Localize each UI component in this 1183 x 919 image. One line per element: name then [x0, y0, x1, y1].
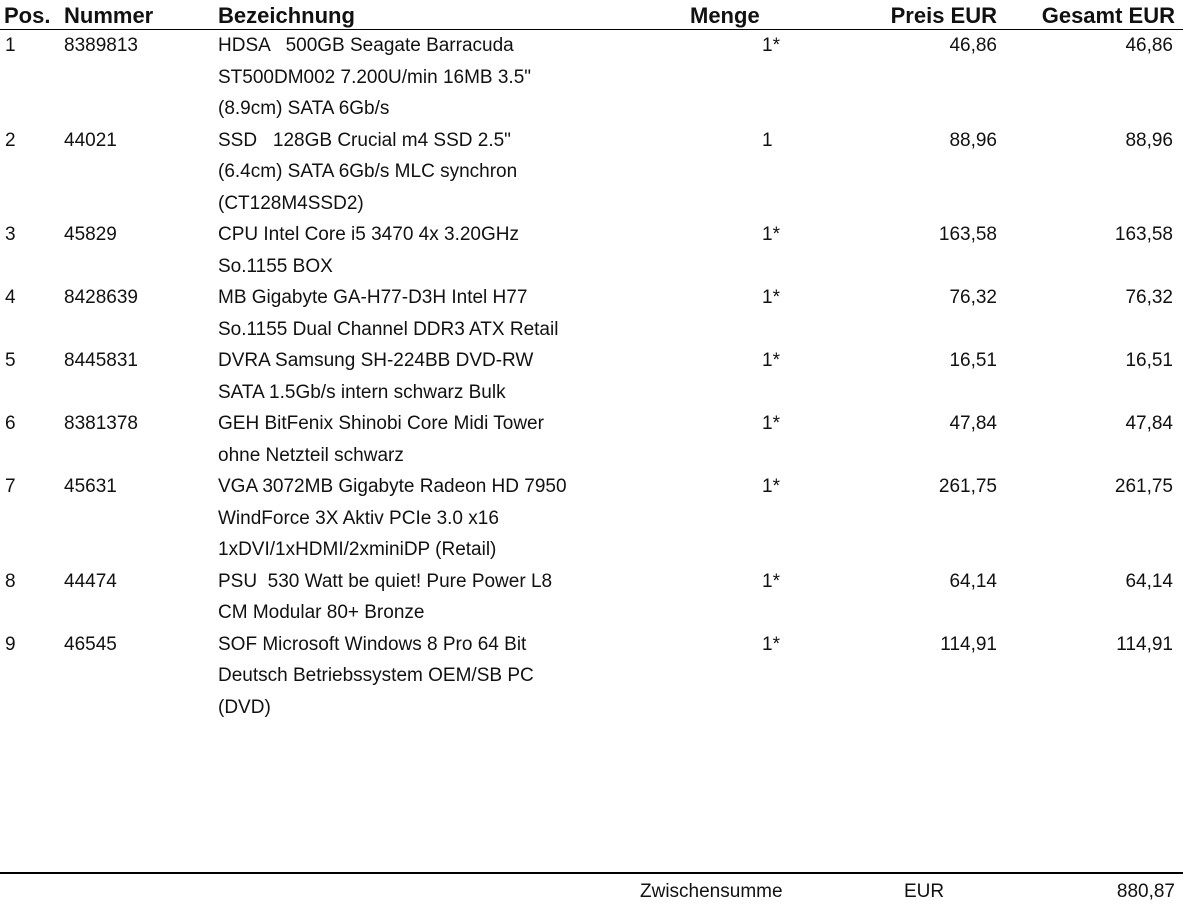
row-pos: 9: [5, 633, 16, 655]
row-bezeichnung: CPU Intel Core i5 3470 4x 3.20GHz So.1155…: [218, 219, 638, 282]
row-bezeichnung-line: So.1155 Dual Channel DDR3 ATX Retail: [218, 318, 559, 340]
row-bezeichnung-line: DVRA Samsung SH-224BB DVD-RW: [218, 350, 534, 371]
row-gesamt: 16,51: [1125, 350, 1173, 371]
row-pos: 8: [5, 570, 16, 592]
row-bezeichnung-line: ST500DM002 7.200U/min 16MB 3.5": [218, 66, 532, 88]
row-gesamt: 114,91: [1116, 633, 1173, 655]
row-nummer: 8389813: [64, 35, 138, 56]
row-menge: 1*: [762, 35, 780, 56]
header-bezeichnung: Bezeichnung: [218, 3, 355, 28]
row-pos: 7: [5, 476, 16, 497]
row-menge: 1*: [762, 413, 780, 434]
row-nummer: 8428639: [64, 287, 138, 308]
table-row: 3 45829 1* 163,58 163,58 CPU Intel Core i5 34…: [0, 219, 1183, 282]
row-nummer: 44021: [64, 129, 117, 151]
row-gesamt: 88,96: [1125, 129, 1173, 151]
row-pos: 4: [5, 287, 16, 308]
row-pos: 3: [5, 224, 16, 245]
line-items: 1 8389813 1* 46,86 46,86 HDSA 500GB Seagate B…: [0, 30, 1183, 723]
row-bezeichnung: HDSA 500GB Seagate Barracuda ST500DM002 7…: [218, 30, 638, 125]
row-bezeichnung-line: CM Modular 80+ Bronze: [218, 602, 425, 623]
row-nummer: 44474: [64, 570, 117, 592]
row-menge: 1*: [762, 476, 780, 497]
row-bezeichnung-line: ohne Netzteil schwarz: [218, 444, 404, 466]
row-bezeichnung: GEH BitFenix Shinobi Core Midi Tower ohne…: [218, 408, 638, 471]
row-pos: 6: [5, 413, 16, 434]
row-bezeichnung-line: (DVD): [218, 696, 271, 718]
row-menge: 1*: [762, 224, 780, 245]
row-nummer: 8381378: [64, 413, 138, 434]
row-gesamt: 47,84: [1125, 413, 1173, 434]
row-nummer: 45829: [64, 224, 117, 245]
row-bezeichnung-line: WindForce 3X Aktiv PCIe 3.0 x16: [218, 507, 499, 529]
row-menge: 1*: [762, 350, 780, 371]
row-bezeichnung-line: Deutsch Betriebssystem OEM/SB PC: [218, 665, 534, 686]
row-bezeichnung-line: VGA 3072MB Gigabyte Radeon HD 7950: [218, 476, 567, 497]
row-bezeichnung-line: HDSA 500GB Seagate Barracuda: [218, 35, 514, 56]
row-menge: 1*: [762, 570, 780, 592]
table-row: 9 46545 1* 114,91 114,91 SOF Microsoft Window…: [0, 629, 1183, 724]
row-bezeichnung: SSD 128GB Crucial m4 SSD 2.5" (6.4cm) SAT…: [218, 125, 638, 220]
row-bezeichnung: SOF Microsoft Windows 8 Pro 64 Bit Deutsc…: [218, 629, 638, 724]
header-menge: Menge: [690, 3, 760, 28]
subtotal-currency: EUR: [904, 881, 945, 902]
row-preis: 163,58: [938, 224, 997, 245]
row-bezeichnung-line: (6.4cm) SATA 6Gb/s MLC synchron: [218, 161, 518, 182]
table-row: 4 8428639 1* 76,32 76,32 MB Gigabyte GA-H77-D…: [0, 282, 1183, 345]
row-gesamt: 76,32: [1125, 287, 1173, 308]
row-bezeichnung-line: 1xDVI/1xHDMI/2xminiDP (Retail): [218, 539, 497, 560]
row-bezeichnung-line: (CT128M4SSD2): [218, 192, 364, 214]
row-menge: 1*: [762, 633, 780, 655]
row-bezeichnung-line: MB Gigabyte GA-H77-D3H Intel H77: [218, 287, 528, 308]
row-bezeichnung-line: SSD 128GB Crucial m4 SSD 2.5": [218, 129, 511, 151]
row-bezeichnung-line: SOF Microsoft Windows 8 Pro 64 Bit: [218, 633, 527, 655]
table-row: 1 8389813 1* 46,86 46,86 HDSA 500GB Seagate B…: [0, 30, 1183, 125]
row-pos: 1: [5, 35, 16, 56]
row-nummer: 46545: [64, 633, 117, 655]
row-bezeichnung-line: CPU Intel Core i5 3470 4x 3.20GHz: [218, 224, 519, 245]
table-row: 6 8381378 1* 47,84 47,84 GEH BitFenix Shinobi…: [0, 408, 1183, 471]
row-bezeichnung-line: GEH BitFenix Shinobi Core Midi Tower: [218, 413, 544, 434]
row-menge: 1: [762, 129, 773, 151]
row-pos: 5: [5, 350, 16, 371]
row-bezeichnung: DVRA Samsung SH-224BB DVD-RW SATA 1.5Gb/s…: [218, 345, 638, 408]
row-preis: 88,96: [949, 129, 997, 151]
subtotal-label: Zwischensumme: [640, 881, 783, 902]
table-row: 2 44021 1 88,96 88,96 SSD 128GB Crucial m4 SS…: [0, 125, 1183, 220]
row-bezeichnung: PSU 530 Watt be quiet! Pure Power L8 CM M…: [218, 566, 638, 629]
row-gesamt: 46,86: [1125, 35, 1173, 56]
table-row: 8 44474 1* 64,14 64,14 PSU 530 Watt be quiet!…: [0, 566, 1183, 629]
row-nummer: 45631: [64, 476, 117, 497]
row-menge: 1*: [762, 287, 780, 308]
row-bezeichnung-line: So.1155 BOX: [218, 255, 333, 277]
row-preis: 76,32: [949, 287, 997, 308]
row-preis: 46,86: [949, 35, 997, 56]
row-bezeichnung-line: SATA 1.5Gb/s intern schwarz Bulk: [218, 381, 506, 403]
row-gesamt: 163,58: [1114, 224, 1173, 245]
row-pos: 2: [5, 129, 16, 151]
row-preis: 261,75: [938, 476, 997, 497]
row-bezeichnung-line: (8.9cm) SATA 6Gb/s: [218, 98, 390, 119]
row-nummer: 8445831: [64, 350, 138, 371]
row-gesamt: 64,14: [1125, 570, 1173, 592]
row-bezeichnung: VGA 3072MB Gigabyte Radeon HD 7950 WindFo…: [218, 471, 638, 566]
row-bezeichnung: MB Gigabyte GA-H77-D3H Intel H77 So.1155 …: [218, 282, 638, 345]
subtotal-divider: [0, 872, 1183, 874]
header-pos: Pos.: [4, 3, 51, 28]
header-gesamt: Gesamt EUR: [1041, 3, 1175, 28]
table-row: 5 8445831 1* 16,51 16,51 DVRA Samsung SH-224B…: [0, 345, 1183, 408]
table-row: 7 45631 1* 261,75 261,75 VGA 3072MB Gigabyte …: [0, 471, 1183, 566]
header-nummer: Nummer: [64, 3, 154, 28]
header-preis: Preis EUR: [890, 3, 997, 28]
row-preis: 47,84: [949, 413, 997, 434]
subtotal-value: 880,87: [1116, 881, 1175, 902]
row-preis: 114,91: [940, 633, 997, 655]
row-gesamt: 261,75: [1114, 476, 1173, 497]
row-bezeichnung-line: PSU 530 Watt be quiet! Pure Power L8: [218, 570, 553, 592]
row-preis: 64,14: [949, 570, 997, 592]
row-preis: 16,51: [949, 350, 997, 371]
table-header: Pos. Nummer Bezeichnung Menge Preis EUR …: [0, 0, 1183, 30]
